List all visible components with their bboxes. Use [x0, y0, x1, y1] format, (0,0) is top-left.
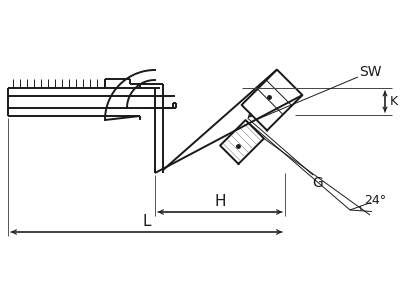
Text: G: G	[313, 176, 323, 190]
Text: K: K	[390, 95, 398, 108]
Text: SW: SW	[359, 65, 381, 79]
Text: L: L	[142, 214, 151, 230]
Text: H: H	[214, 194, 226, 209]
Text: 24°: 24°	[364, 194, 386, 206]
